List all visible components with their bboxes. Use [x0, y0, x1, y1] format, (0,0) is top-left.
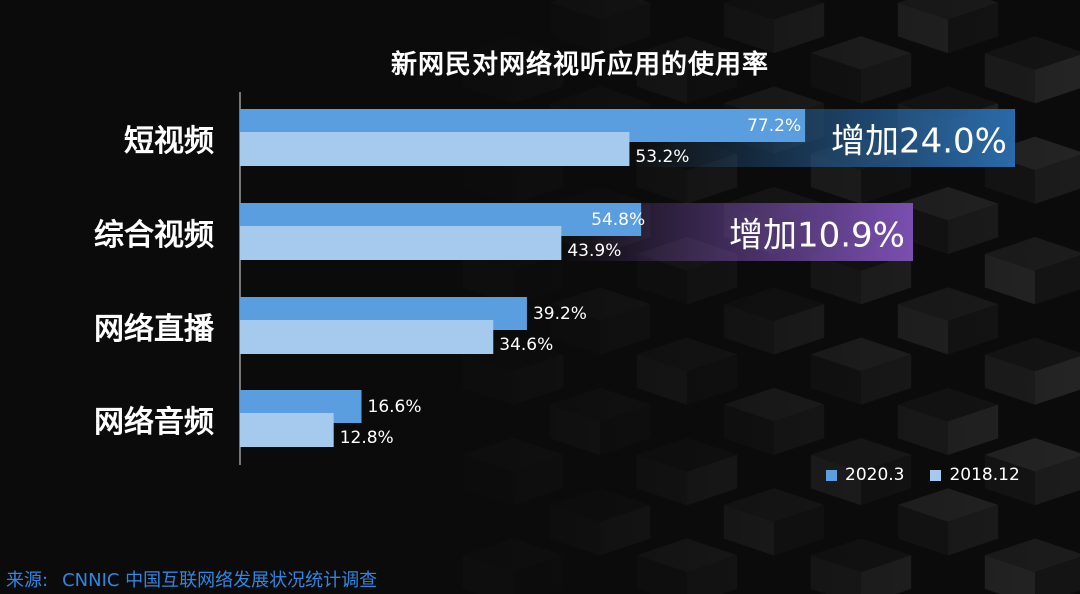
- source-text: CNNIC 中国互联网络发展状况统计调查: [62, 570, 378, 591]
- legend-item-2018: 2018.12: [930, 465, 1020, 485]
- value-label-2020: 16.6%: [367, 397, 422, 417]
- category-label: 综合视频: [94, 218, 214, 253]
- bar-2018: [240, 226, 562, 260]
- category-label: 网络音频: [94, 405, 214, 440]
- legend-swatch-2020: [826, 469, 837, 481]
- bar-2018: [240, 413, 334, 447]
- legend: 2020.3 2018.12: [826, 465, 1038, 485]
- bar-2018: [240, 320, 494, 354]
- value-label-2018: 12.8%: [339, 428, 394, 448]
- value-label-2018: 34.6%: [499, 335, 554, 355]
- increase-label: 增加10.9%: [728, 215, 905, 256]
- value-label-2020: 39.2%: [532, 304, 587, 324]
- value-label-2018: 53.2%: [635, 147, 690, 167]
- bar-2018: [240, 132, 630, 166]
- chart-title: 新网民对网络视听应用的使用率: [390, 50, 769, 80]
- category-label: 短视频: [124, 124, 214, 159]
- legend-label-2020: 2020.3: [845, 465, 905, 485]
- value-label-2020: 54.8%: [591, 210, 646, 230]
- legend-item-2020: 2020.3: [826, 465, 904, 485]
- value-label-2018: 43.9%: [567, 241, 622, 261]
- legend-swatch-2018: [930, 469, 942, 481]
- legend-label-2018: 2018.12: [949, 465, 1020, 485]
- category-label: 网络直播: [94, 312, 214, 347]
- footer-source: 来源: CNNIC 中国互联网络发展状况统计调查: [6, 566, 377, 592]
- increase-label: 增加24.0%: [830, 121, 1007, 162]
- value-label-2020: 77.2%: [747, 116, 802, 136]
- source-label: 来源:: [6, 570, 49, 591]
